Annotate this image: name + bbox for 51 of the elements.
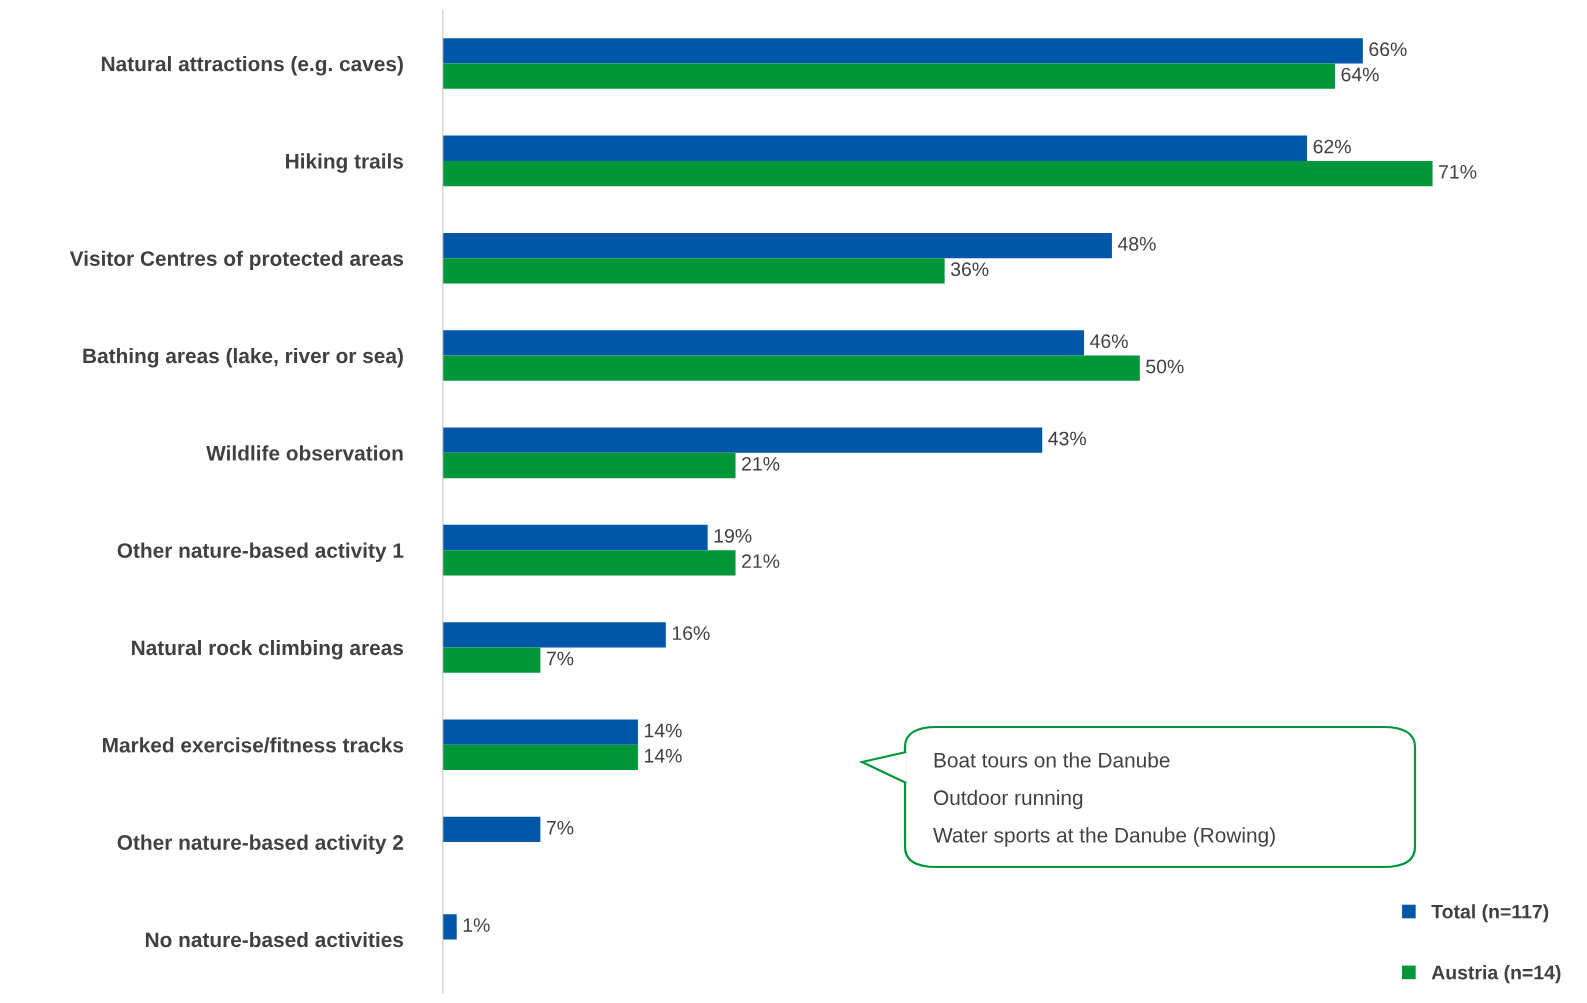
bar <box>442 719 638 745</box>
y-tick-label: Marked exercise/fitness tracks <box>103 737 404 753</box>
bar <box>442 135 1308 161</box>
legend-label: Total (n=117) <box>1431 904 1549 923</box>
y-tick-label: Natural attractions (e.g. caves) <box>101 56 403 76</box>
data-label: 64% <box>1341 67 1379 82</box>
bar <box>442 258 945 284</box>
data-label: 71% <box>1439 165 1477 179</box>
data-label: 7% <box>546 651 574 666</box>
data-label: 21% <box>742 554 780 568</box>
bar <box>442 524 708 551</box>
data-label: 16% <box>672 626 710 641</box>
legend-label: Austria (n=14) <box>1431 965 1561 984</box>
bar <box>442 622 666 648</box>
data-label: 46% <box>1090 334 1128 349</box>
y-tick-label: No nature-based activities <box>145 931 404 948</box>
bar <box>442 550 736 576</box>
y-tick-label: Wildlife observation <box>206 445 403 461</box>
data-label: 14% <box>644 723 682 738</box>
bar <box>442 744 638 771</box>
data-label: 66% <box>1369 42 1407 57</box>
bar <box>442 914 457 940</box>
bar <box>442 816 541 843</box>
y-tick-label: Other nature-based activity 2 <box>117 834 404 854</box>
bar <box>442 427 1043 453</box>
data-label: 14% <box>644 748 682 763</box>
bar <box>442 452 736 479</box>
y-tick-label: Other nature-based activity 1 <box>117 542 404 563</box>
y-tick-label: Visitor Centres of protected areas <box>69 250 404 271</box>
y-tick-label: Bathing areas (lake, river or sea) <box>83 347 403 368</box>
data-label: 21% <box>742 456 780 471</box>
data-label: 48% <box>1117 237 1156 251</box>
data-label: 62% <box>1313 139 1351 154</box>
bar <box>442 38 1363 64</box>
annotation: Water sports at the Danube (Rowing) <box>933 827 1275 847</box>
bar <box>442 647 541 673</box>
y-tick-label: Hiking trails <box>286 153 404 173</box>
y-tick-label: Natural rock climbing areas <box>132 639 404 660</box>
data-label: 1% <box>463 918 490 932</box>
bar <box>442 63 1335 89</box>
bar <box>442 330 1085 356</box>
data-label: 7% <box>546 821 574 835</box>
bar <box>442 355 1140 381</box>
annotation: Boat tours on the Danube <box>934 752 1170 768</box>
data-label: 36% <box>950 262 989 277</box>
bar <box>442 232 1112 259</box>
data-label: 19% <box>714 528 752 543</box>
data-label: 43% <box>1048 431 1086 446</box>
data-label: 50% <box>1146 359 1184 374</box>
bar <box>442 160 1433 187</box>
annotation: Outdoor running <box>933 789 1083 810</box>
